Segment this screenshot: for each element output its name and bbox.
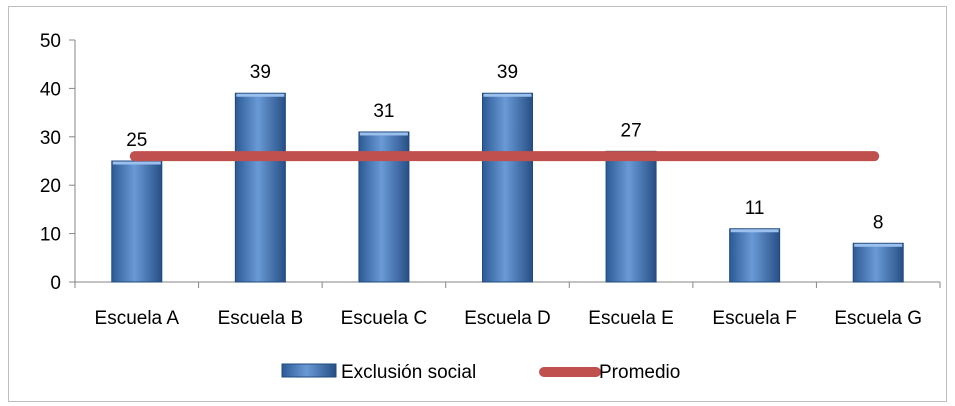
bar-top-highlight	[483, 93, 532, 97]
y-tick-label: 40	[40, 79, 61, 100]
data-label: 39	[497, 62, 518, 83]
x-tick-label: Escuela E	[588, 308, 674, 329]
bar-top-highlight	[236, 93, 285, 97]
bar[interactable]	[729, 228, 781, 283]
data-label: 25	[126, 130, 147, 151]
y-tick-label: 30	[40, 128, 61, 149]
legend-bar-swatch	[281, 363, 337, 378]
data-label: 27	[621, 120, 642, 141]
legend-label-exclusion: Exclusión social	[341, 362, 476, 383]
bar-top-highlight	[854, 243, 903, 247]
legend-label-promedio: Promedio	[599, 362, 680, 383]
bar[interactable]	[111, 160, 163, 283]
x-tick-label: Escuela D	[464, 308, 551, 329]
x-tick-label: Escuela F	[712, 308, 796, 329]
x-tick-label: Escuela A	[95, 308, 180, 329]
bar-top-highlight	[112, 161, 161, 165]
bar[interactable]	[852, 242, 904, 283]
x-tick-label: Escuela B	[218, 308, 304, 329]
bar[interactable]	[605, 150, 657, 283]
x-tick-label: Escuela G	[834, 308, 922, 329]
bar[interactable]	[234, 92, 286, 283]
data-label: 39	[250, 62, 271, 83]
data-label: 11	[745, 198, 765, 219]
y-tick-label: 10	[40, 225, 61, 246]
y-tick-label: 20	[40, 176, 61, 197]
chart-frame	[8, 6, 947, 402]
data-label: 8	[873, 212, 884, 233]
bar-top-highlight	[359, 132, 408, 136]
y-tick-label: 0	[50, 273, 61, 294]
bar-top-highlight	[730, 229, 779, 233]
x-tick-label: Escuela C	[341, 308, 428, 329]
data-label: 31	[373, 101, 394, 122]
y-tick-label: 50	[40, 31, 61, 52]
bar[interactable]	[482, 92, 533, 283]
